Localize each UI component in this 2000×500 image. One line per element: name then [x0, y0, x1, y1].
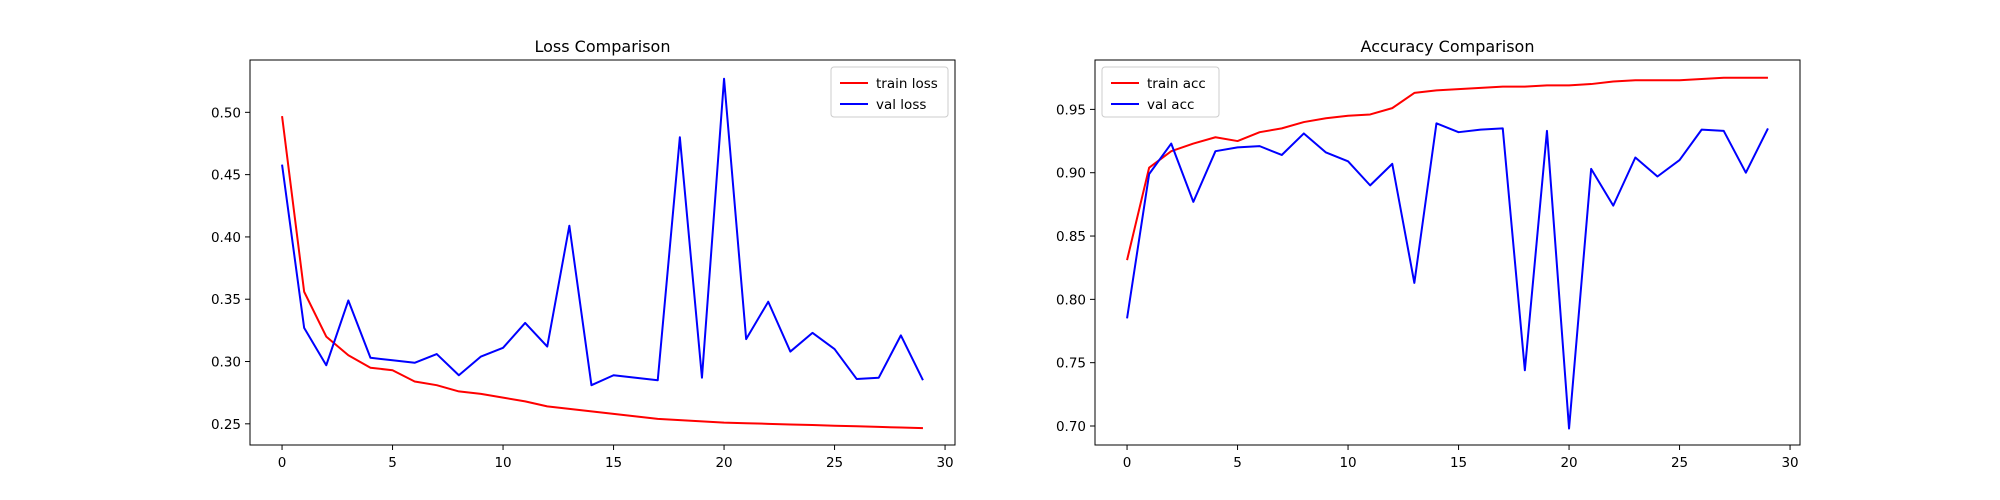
y-tick-label: 0.75 [1056, 356, 1086, 372]
chart-title: Loss Comparison [535, 37, 671, 56]
legend-label: train acc [1147, 76, 1206, 92]
x-tick-label: 20 [1560, 455, 1577, 471]
y-tick-label: 0.95 [1056, 102, 1086, 118]
x-tick-label: 30 [936, 455, 953, 471]
x-tick-label: 30 [1781, 455, 1798, 471]
x-tick-label: 25 [1671, 455, 1688, 471]
y-tick-label: 0.40 [211, 230, 241, 246]
y-tick-label: 0.45 [211, 168, 241, 184]
accuracy-comparison-chart: Accuracy Comparison 0 5 10 15 20 25 30 0.70 0.75… [1056, 37, 1801, 471]
series-line-val-acc [1126, 122, 1769, 430]
x-tick-label: 15 [1450, 455, 1467, 471]
plot-area: 0 5 10 15 20 25 30 0.25 0.30 0.35 0.40 0.45 0.50 trai… [211, 59, 956, 471]
x-tick-label: 25 [826, 455, 843, 471]
x-tick-label: 5 [388, 455, 397, 471]
y-tick-label: 0.50 [211, 105, 241, 121]
x-tick-label: 20 [715, 455, 732, 471]
y-tick-label: 0.30 [211, 355, 241, 371]
x-tick-label: 0 [1123, 455, 1132, 471]
legend-label: val loss [876, 97, 926, 113]
y-tick-label: 0.80 [1056, 292, 1086, 308]
series-line-train-loss [281, 115, 923, 430]
axes-frame [1094, 59, 1801, 446]
axes-frame [249, 59, 956, 446]
plot-area: 0 5 10 15 20 25 30 0.70 0.75 0.80 0.85 0.90 0.95 trai… [1056, 59, 1801, 471]
legend: train loss val loss [830, 66, 949, 118]
y-tick-label: 0.35 [211, 292, 241, 308]
legend-label: val acc [1147, 97, 1194, 113]
series-line-val-loss [281, 77, 924, 387]
y-tick-label: 0.90 [1056, 166, 1086, 182]
series-line-train-acc [1126, 76, 1768, 261]
x-tick-label: 10 [1339, 455, 1356, 471]
legend-label: train loss [876, 76, 938, 92]
y-tick-label: 0.25 [211, 417, 241, 433]
y-tick-label: 0.70 [1056, 419, 1086, 435]
x-tick-label: 5 [1233, 455, 1242, 471]
y-tick-label: 0.85 [1056, 229, 1086, 245]
x-tick-label: 15 [605, 455, 622, 471]
x-tick-label: 10 [494, 455, 511, 471]
legend: train acc val acc [1101, 66, 1220, 118]
loss-comparison-chart: Loss Comparison 0 5 10 15 20 25 30 0.25 0.30 0.35… [211, 37, 956, 471]
chart-title: Accuracy Comparison [1361, 37, 1535, 56]
x-tick-label: 0 [278, 455, 287, 471]
